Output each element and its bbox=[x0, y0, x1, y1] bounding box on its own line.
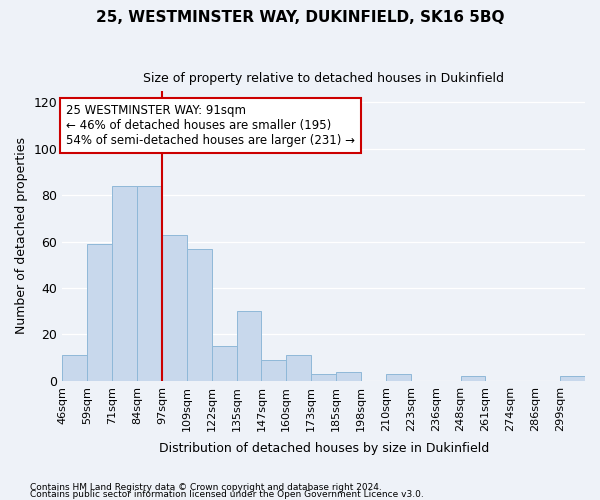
Text: Contains HM Land Registry data © Crown copyright and database right 2024.: Contains HM Land Registry data © Crown c… bbox=[30, 484, 382, 492]
Bar bbox=[162, 234, 187, 381]
Bar bbox=[461, 376, 485, 381]
Bar bbox=[286, 356, 311, 381]
Bar bbox=[112, 186, 137, 381]
Text: 25, WESTMINSTER WAY, DUKINFIELD, SK16 5BQ: 25, WESTMINSTER WAY, DUKINFIELD, SK16 5B… bbox=[96, 10, 504, 25]
Bar bbox=[187, 248, 212, 381]
Title: Size of property relative to detached houses in Dukinfield: Size of property relative to detached ho… bbox=[143, 72, 504, 86]
Bar bbox=[236, 312, 262, 381]
Text: 25 WESTMINSTER WAY: 91sqm
← 46% of detached houses are smaller (195)
54% of semi: 25 WESTMINSTER WAY: 91sqm ← 46% of detac… bbox=[66, 104, 355, 147]
Bar bbox=[386, 374, 411, 381]
Text: Contains public sector information licensed under the Open Government Licence v3: Contains public sector information licen… bbox=[30, 490, 424, 499]
Bar bbox=[311, 374, 336, 381]
Bar bbox=[560, 376, 585, 381]
Bar bbox=[336, 372, 361, 381]
Bar bbox=[262, 360, 286, 381]
X-axis label: Distribution of detached houses by size in Dukinfield: Distribution of detached houses by size … bbox=[158, 442, 489, 455]
Bar bbox=[62, 356, 87, 381]
Bar bbox=[137, 186, 162, 381]
Bar bbox=[87, 244, 112, 381]
Y-axis label: Number of detached properties: Number of detached properties bbox=[15, 138, 28, 334]
Bar bbox=[212, 346, 236, 381]
